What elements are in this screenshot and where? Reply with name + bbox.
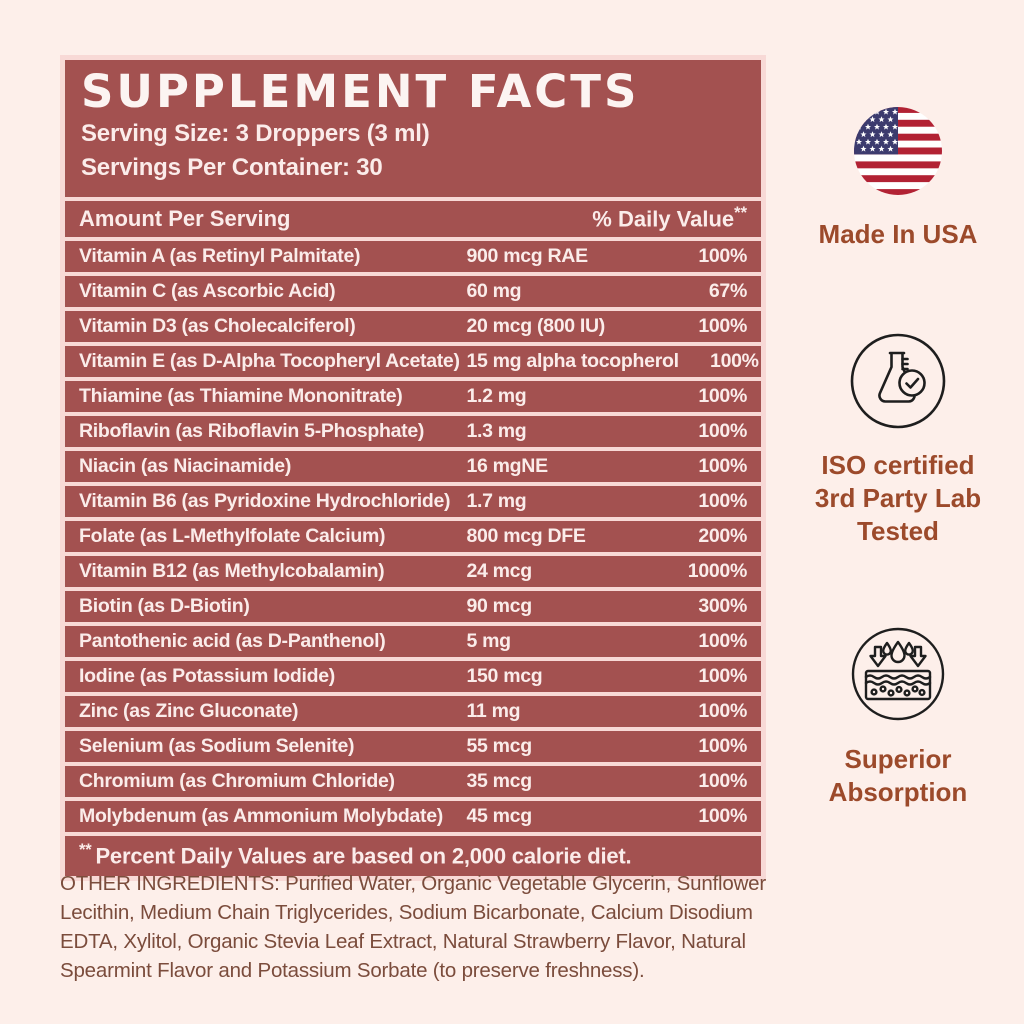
- nutrient-daily-value: 100%: [698, 664, 747, 687]
- daily-value-header: % Daily Value**: [592, 204, 747, 232]
- nutrient-daily-value: 100%: [698, 314, 747, 337]
- nutrient-name: Niacin (as Niacinamide): [79, 454, 292, 477]
- nutrient-name: Vitamin D3 (as Cholecalciferol): [79, 314, 356, 337]
- iso-certified-badge: ISO certified 3rd Party Lab Tested: [788, 331, 1008, 548]
- nutrient-daily-value: 100%: [698, 699, 747, 722]
- nutrient-daily-value: 1000%: [687, 559, 748, 582]
- nutrient-daily-value: 300%: [698, 594, 747, 617]
- table-row: Vitamin B6 (as Pyridoxine Hydrochloride)…: [65, 485, 761, 517]
- nutrient-daily-value: 67%: [708, 279, 747, 302]
- table-row: Vitamin C (as Ascorbic Acid) 60 mg 67%: [65, 275, 761, 307]
- nutrient-name: Pantothenic acid (as D-Panthenol): [79, 629, 386, 652]
- nutrient-amount: 5 mg: [466, 629, 511, 652]
- table-row: Zinc (as Zinc Gluconate) 11 mg 100%: [65, 695, 761, 727]
- table-row: Folate (as L-Methylfolate Calcium) 800 m…: [65, 520, 761, 552]
- nutrient-name: Folate (as L-Methylfolate Calcium): [79, 524, 386, 547]
- table-row: Chromium (as Chromium Chloride) 35 mcg 1…: [65, 765, 761, 797]
- nutrient-amount: 55 mcg: [466, 734, 532, 757]
- table-row: Molybdenum (as Ammonium Molybdate) 45 mc…: [65, 800, 761, 832]
- table-row: Pantothenic acid (as D-Panthenol) 5 mg 1…: [65, 625, 761, 657]
- facts-title: SUPPLEMENT FACTS: [81, 65, 640, 118]
- nutrient-daily-value: 100%: [698, 489, 747, 512]
- table-row: Selenium (as Sodium Selenite) 55 mcg 100…: [65, 730, 761, 762]
- nutrient-daily-value: 100%: [698, 244, 747, 267]
- nutrient-daily-value: 200%: [698, 524, 747, 547]
- table-row: Niacin (as Niacinamide) 16 mgNE 100%: [65, 450, 761, 482]
- table-row: Biotin (as D-Biotin) 90 mcg 300%: [65, 590, 761, 622]
- made-in-usa-badge: Made In USA: [788, 106, 1008, 251]
- nutrient-name: Riboflavin (as Riboflavin 5-Phosphate): [79, 419, 425, 442]
- nutrient-daily-value: 100%: [698, 769, 747, 792]
- nutrient-daily-value: 100%: [698, 419, 747, 442]
- nutrient-amount: 1.3 mg: [466, 419, 527, 442]
- nutrient-daily-value: 100%: [698, 384, 747, 407]
- nutrient-name: Chromium (as Chromium Chloride): [79, 769, 395, 792]
- other-ingredients-text: OTHER INGREDIENTS: Purified Water, Organ…: [60, 872, 767, 982]
- nutrient-amount: 16 mgNE: [466, 454, 548, 477]
- table-row: Vitamin E (as D-Alpha Tocopheryl Acetate…: [65, 345, 761, 377]
- nutrient-daily-value: 100%: [710, 349, 759, 372]
- nutrient-amount: 1.2 mg: [466, 384, 527, 407]
- table-row: Thiamine (as Thiamine Mononitrate) 1.2 m…: [65, 380, 761, 412]
- made-in-usa-label: Made In USA: [818, 219, 978, 249]
- servings-per-container: Servings Per Container: 30: [81, 153, 383, 181]
- superior-absorption-badge: Superior Absorption: [788, 625, 1008, 809]
- nutrient-amount: 11 mg: [466, 699, 521, 722]
- nutrient-amount: 800 mcg DFE: [466, 524, 586, 547]
- table-row: Vitamin B12 (as Methylcobalamin) 24 mcg …: [65, 555, 761, 587]
- nutrient-name: Vitamin B6 (as Pyridoxine Hydrochloride): [79, 489, 451, 512]
- nutrient-amount: 150 mcg: [466, 664, 543, 687]
- nutrient-name: Vitamin C (as Ascorbic Acid): [79, 279, 336, 302]
- nutrient-name: Biotin (as D-Biotin): [79, 594, 250, 617]
- nutrient-name: Molybdenum (as Ammonium Molybdate): [79, 804, 443, 827]
- supplement-facts-panel: SUPPLEMENT FACTS Serving Size: 3 Dropper…: [60, 55, 766, 881]
- footnote-asterisks: **: [79, 841, 92, 860]
- lab-flask-check-icon: [848, 331, 948, 436]
- skin-absorption-icon: [849, 625, 947, 728]
- facts-footnote: ** Percent Daily Values are based on 2,00…: [65, 835, 761, 876]
- footnote-text: Percent Daily Values are based on 2,000 …: [95, 843, 632, 869]
- nutrient-rows: Vitamin A (as Retinyl Palmitate) 900 mcg…: [65, 240, 761, 832]
- daily-value-asterisks: **: [734, 204, 747, 223]
- usa-flag-icon: [853, 106, 943, 201]
- table-row: Iodine (as Potassium Iodide) 150 mcg 100…: [65, 660, 761, 692]
- nutrient-name: Selenium (as Sodium Selenite): [79, 734, 355, 757]
- nutrient-amount: 1.7 mg: [466, 489, 527, 512]
- table-row: Vitamin A (as Retinyl Palmitate) 900 mcg…: [65, 240, 761, 272]
- facts-header: SUPPLEMENT FACTS Serving Size: 3 Dropper…: [65, 60, 761, 197]
- nutrient-amount: 900 mcg RAE: [466, 244, 588, 267]
- nutrient-name: Vitamin E (as D-Alpha Tocopheryl Acetate…: [79, 349, 460, 372]
- serving-size: Serving Size: 3 Droppers (3 ml): [81, 119, 430, 147]
- nutrient-amount: 24 mcg: [466, 559, 532, 582]
- table-row: Vitamin D3 (as Cholecalciferol) 20 mcg (…: [65, 310, 761, 342]
- nutrient-daily-value: 100%: [698, 629, 747, 652]
- nutrient-name: Iodine (as Potassium Iodide): [79, 664, 335, 687]
- nutrient-amount: 20 mcg (800 IU): [466, 314, 605, 337]
- nutrient-amount: 45 mcg: [466, 804, 532, 827]
- nutrient-amount: 15 mg alpha tocopherol: [466, 349, 679, 372]
- nutrient-name: Vitamin A (as Retinyl Palmitate): [79, 244, 361, 267]
- nutrient-name: Thiamine (as Thiamine Mononitrate): [79, 384, 403, 407]
- nutrient-amount: 90 mcg: [466, 594, 532, 617]
- nutrient-amount: 35 mcg: [466, 769, 532, 792]
- table-row: Riboflavin (as Riboflavin 5-Phosphate) 1…: [65, 415, 761, 447]
- nutrient-name: Vitamin B12 (as Methylcobalamin): [79, 559, 385, 582]
- iso-certified-label: ISO certified 3rd Party Lab Tested: [814, 450, 982, 546]
- superior-absorption-label: Superior Absorption: [828, 744, 968, 807]
- nutrient-daily-value: 100%: [698, 734, 747, 757]
- facts-column-header: Amount Per Serving % Daily Value**: [65, 200, 761, 237]
- nutrient-amount: 60 mg: [466, 279, 522, 302]
- nutrient-daily-value: 100%: [698, 804, 747, 827]
- nutrient-name: Zinc (as Zinc Gluconate): [79, 699, 299, 722]
- amount-per-serving-header: Amount Per Serving: [79, 205, 291, 231]
- nutrient-daily-value: 100%: [698, 454, 747, 477]
